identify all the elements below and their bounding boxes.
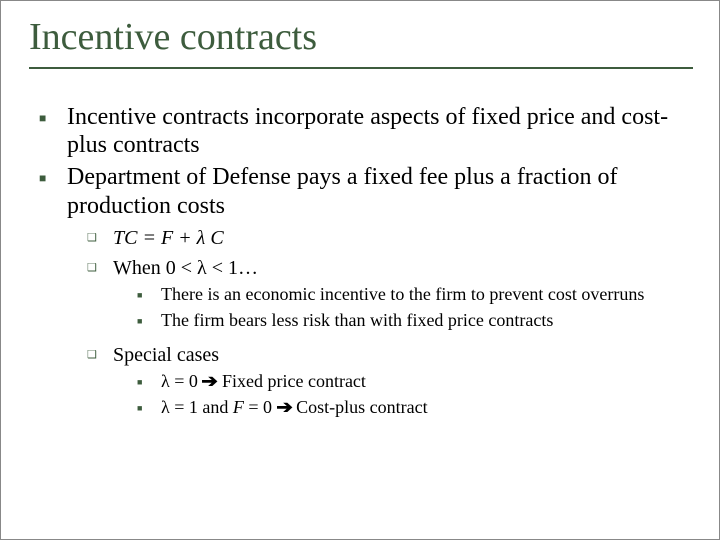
bullet-lvl2: ❑ Special cases bbox=[25, 343, 693, 367]
bullet-text: λ = 0 ➔ Fixed price contract bbox=[161, 371, 693, 393]
spacer bbox=[25, 331, 693, 337]
bullet-lvl1: ■ Incentive contracts incorporate aspect… bbox=[25, 103, 693, 160]
bullet-text: The firm bears less risk than with fixed… bbox=[161, 310, 693, 332]
content-region: ■ Incentive contracts incorporate aspect… bbox=[19, 69, 693, 419]
square-icon: ■ bbox=[39, 163, 67, 185]
title-region: Incentive contracts bbox=[19, 11, 693, 69]
text-part: = 0 bbox=[244, 397, 277, 417]
square-outline-icon: ❑ bbox=[87, 226, 113, 245]
text-part: λ = 1 and bbox=[161, 397, 233, 417]
bullet-lvl3: ■ The firm bears less risk than with fix… bbox=[25, 310, 693, 332]
text-part: Cost-plus contract bbox=[292, 397, 428, 417]
bullet-text: When 0 < λ < 1… bbox=[113, 256, 693, 280]
square-icon: ■ bbox=[39, 103, 67, 125]
square-icon: ■ bbox=[137, 284, 161, 301]
bullet-lvl1: ■ Department of Defense pays a fixed fee… bbox=[25, 163, 693, 220]
bullet-text: Incentive contracts incorporate aspects … bbox=[67, 103, 693, 160]
arrow-right-icon: ➔ bbox=[202, 371, 219, 393]
slide-title: Incentive contracts bbox=[29, 17, 693, 59]
bullet-text: Special cases bbox=[113, 343, 693, 367]
bullet-lvl2: ❑ When 0 < λ < 1… bbox=[25, 256, 693, 280]
bullet-text: TC = F + λ C bbox=[113, 226, 693, 250]
bullet-lvl3: ■ λ = 0 ➔ Fixed price contract bbox=[25, 371, 693, 393]
bullet-lvl3: ■ λ = 1 and F = 0 ➔ Cost-plus contract bbox=[25, 397, 693, 419]
bullet-text: Department of Defense pays a fixed fee p… bbox=[67, 163, 693, 220]
square-icon: ■ bbox=[137, 310, 161, 327]
text-part: Fixed price contract bbox=[217, 371, 365, 391]
square-icon: ■ bbox=[137, 371, 161, 388]
arrow-right-icon: ➔ bbox=[276, 397, 293, 419]
slide: Incentive contracts ■ Incentive contract… bbox=[1, 1, 720, 541]
text-part: λ = 0 bbox=[161, 371, 202, 391]
bullet-text: There is an economic incentive to the fi… bbox=[161, 284, 693, 306]
square-outline-icon: ❑ bbox=[87, 256, 113, 275]
square-outline-icon: ❑ bbox=[87, 343, 113, 362]
text-italic: F bbox=[233, 397, 244, 417]
bullet-lvl2: ❑ TC = F + λ C bbox=[25, 226, 693, 250]
bullet-text: λ = 1 and F = 0 ➔ Cost-plus contract bbox=[161, 397, 693, 419]
bullet-lvl3: ■ There is an economic incentive to the … bbox=[25, 284, 693, 306]
square-icon: ■ bbox=[137, 397, 161, 414]
